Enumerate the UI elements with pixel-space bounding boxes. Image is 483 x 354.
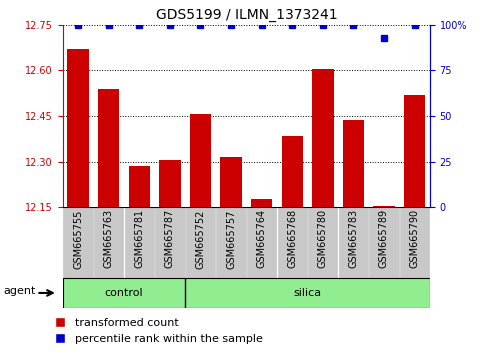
Bar — [190, 114, 211, 207]
Bar — [404, 95, 425, 207]
Bar — [247, 207, 276, 278]
Text: control: control — [105, 288, 143, 298]
Bar — [125, 207, 154, 278]
Text: GSM665790: GSM665790 — [410, 209, 420, 268]
Text: GSM665783: GSM665783 — [348, 209, 358, 268]
Text: GSM665755: GSM665755 — [73, 209, 83, 269]
Bar — [94, 207, 123, 278]
Text: silica: silica — [294, 288, 322, 298]
Legend: transformed count, percentile rank within the sample: transformed count, percentile rank withi… — [44, 314, 268, 348]
Bar — [63, 207, 93, 278]
Bar — [400, 207, 429, 278]
Bar — [128, 166, 150, 207]
Text: agent: agent — [3, 286, 36, 296]
Title: GDS5199 / ILMN_1373241: GDS5199 / ILMN_1373241 — [156, 8, 337, 22]
Bar — [343, 120, 364, 207]
Bar — [216, 207, 246, 278]
Bar — [369, 207, 398, 278]
Text: GSM665768: GSM665768 — [287, 209, 297, 268]
Bar — [339, 207, 368, 278]
Text: GSM665781: GSM665781 — [134, 209, 144, 268]
Bar — [63, 278, 185, 308]
Text: GSM665780: GSM665780 — [318, 209, 328, 268]
Bar — [312, 69, 333, 207]
Bar — [308, 207, 338, 278]
Bar — [220, 157, 242, 207]
Text: GSM665789: GSM665789 — [379, 209, 389, 268]
Bar — [68, 49, 89, 207]
Bar — [155, 207, 185, 278]
Text: GSM665752: GSM665752 — [196, 209, 205, 269]
Bar — [251, 200, 272, 207]
Bar — [185, 278, 430, 308]
Bar — [98, 88, 119, 207]
Bar — [278, 207, 307, 278]
Text: GSM665763: GSM665763 — [104, 209, 114, 268]
Bar — [186, 207, 215, 278]
Text: GSM665757: GSM665757 — [226, 209, 236, 269]
Bar — [373, 206, 395, 207]
Text: GSM665787: GSM665787 — [165, 209, 175, 268]
Bar — [159, 160, 181, 207]
Bar — [282, 136, 303, 207]
Text: GSM665764: GSM665764 — [256, 209, 267, 268]
